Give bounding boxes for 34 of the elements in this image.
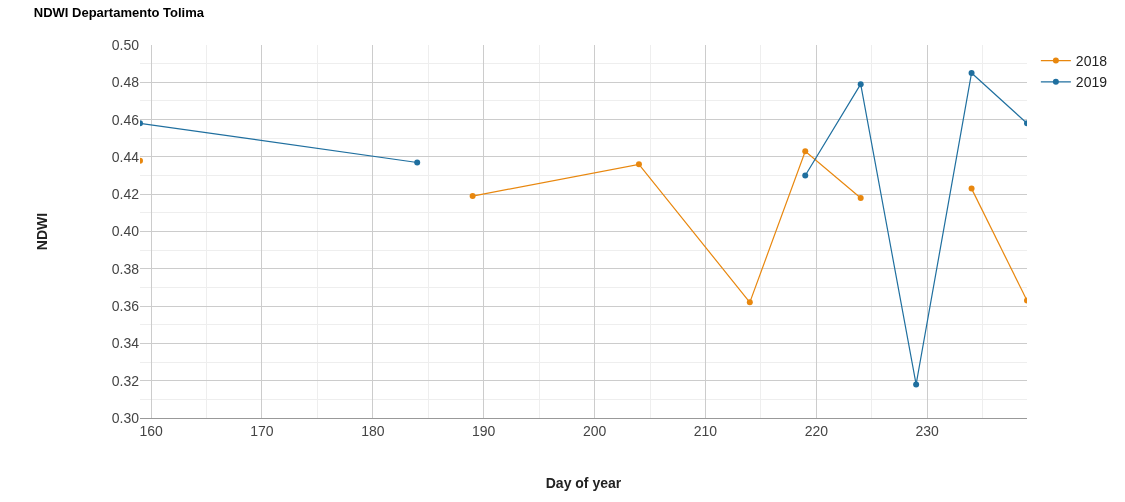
point bbox=[469, 193, 476, 200]
point bbox=[635, 161, 642, 168]
y-tick-label: 0.50 bbox=[111, 36, 140, 53]
y-tick-label: 0.32 bbox=[111, 372, 140, 389]
point bbox=[857, 81, 864, 88]
x-tick-label: 230 bbox=[915, 422, 940, 439]
x-tick-label: 170 bbox=[250, 422, 274, 439]
legend-label: 2018 bbox=[1075, 53, 1108, 70]
y-axis-title: NDWI bbox=[34, 212, 51, 251]
x-tick-label: 220 bbox=[804, 422, 829, 439]
y-tick-label: 0.42 bbox=[111, 186, 140, 203]
x-tick-label: 180 bbox=[361, 422, 385, 439]
y-tick-label: 0.44 bbox=[111, 148, 140, 165]
x-tick-label: 160 bbox=[139, 422, 163, 439]
y-tick-label: 0.48 bbox=[111, 74, 140, 91]
legend-label: 2019 bbox=[1075, 74, 1108, 91]
y-tick-label: 0.46 bbox=[111, 111, 140, 128]
y-tick-label: 0.38 bbox=[111, 260, 140, 277]
y-tick-label: 0.30 bbox=[111, 409, 140, 426]
point bbox=[968, 185, 975, 192]
point bbox=[802, 172, 809, 179]
point bbox=[746, 299, 753, 306]
y-tick-label: 0.34 bbox=[111, 335, 140, 352]
point bbox=[913, 381, 920, 388]
x-tick-label: 190 bbox=[472, 422, 496, 439]
y-tick-label: 0.40 bbox=[111, 223, 140, 240]
y-tick-label: 0.36 bbox=[111, 298, 140, 314]
chart-title: NDWI Departamento Tolima bbox=[33, 4, 205, 20]
x-tick-label: 210 bbox=[693, 422, 718, 439]
x-tick-label: 200 bbox=[582, 422, 607, 439]
point bbox=[857, 194, 864, 201]
x-axis-title: Day of year bbox=[545, 475, 622, 492]
point bbox=[968, 69, 975, 76]
point bbox=[802, 148, 809, 155]
